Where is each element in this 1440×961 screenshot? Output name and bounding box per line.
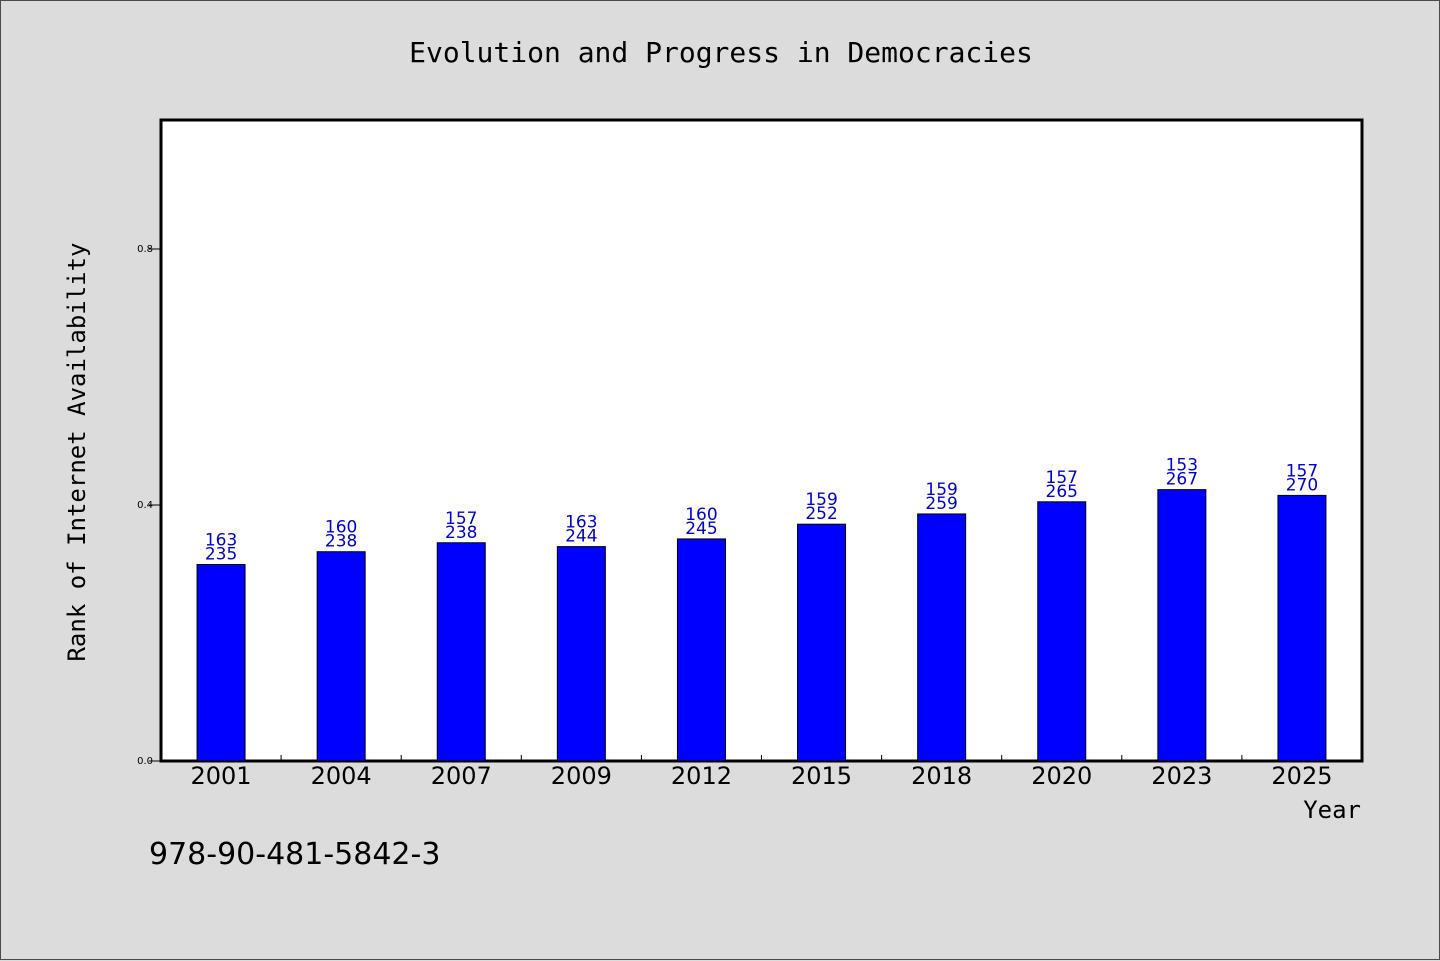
bar-label-top-2012: 160 bbox=[685, 505, 717, 525]
bar-label-top-2025: 157 bbox=[1286, 461, 1318, 481]
bar-label-top-2007: 157 bbox=[445, 509, 477, 529]
bar-labels: 1632351602381572381632441602451592521592… bbox=[205, 456, 1318, 565]
x-axis-ticks bbox=[280, 755, 1243, 761]
bar-2001 bbox=[196, 564, 246, 762]
x-tick-label-2009: 2009 bbox=[551, 762, 612, 790]
bars bbox=[196, 489, 1327, 762]
bar-2007 bbox=[436, 542, 486, 762]
x-tick-label-2018: 2018 bbox=[911, 762, 972, 790]
x-tick-label-2012: 2012 bbox=[671, 762, 732, 790]
x-tick-label-2025: 2025 bbox=[1271, 762, 1332, 790]
bar-label-bottom-2020: 265 bbox=[1046, 482, 1078, 502]
x-tick-label-2001: 2001 bbox=[191, 762, 252, 790]
bar-2009 bbox=[556, 546, 606, 762]
y-axis-title: Rank of Internet Availability bbox=[63, 242, 91, 661]
bar-label-bottom-2007: 238 bbox=[445, 523, 477, 543]
bar-label-top-2004: 160 bbox=[325, 518, 357, 538]
bar-label-top-2020: 157 bbox=[1046, 468, 1078, 488]
y-tick-label: 0.0 bbox=[137, 756, 153, 767]
y-axis-ticks: 0.0 0.4 0.8 bbox=[137, 244, 161, 767]
bar-label-top-2015: 159 bbox=[805, 490, 837, 510]
bar-2018 bbox=[917, 513, 967, 762]
bar-label-bottom-2018: 259 bbox=[925, 494, 957, 514]
bar-label-bottom-2001: 235 bbox=[205, 545, 237, 565]
x-tick-label-2020: 2020 bbox=[1031, 762, 1092, 790]
chart-title: Evolution and Progress in Democracies bbox=[409, 36, 1033, 69]
bar-label-bottom-2025: 270 bbox=[1286, 475, 1318, 495]
bar-label-bottom-2004: 238 bbox=[325, 532, 357, 552]
bar-2023 bbox=[1157, 489, 1207, 762]
bar-label-bottom-2015: 252 bbox=[805, 504, 837, 524]
x-axis-title: Year bbox=[1303, 796, 1361, 824]
bar-2015 bbox=[797, 523, 847, 762]
bar-label-top-2001: 163 bbox=[205, 531, 237, 551]
y-tick-label: 0.8 bbox=[137, 244, 153, 255]
bar-label-bottom-2009: 244 bbox=[565, 527, 597, 547]
x-tick-label-2007: 2007 bbox=[431, 762, 492, 790]
bar-2012 bbox=[676, 538, 726, 762]
x-tick-label-2015: 2015 bbox=[791, 762, 852, 790]
x-tick-labels: 2001 2004 2007 2009 2012 2015 2018 2020 2023 2025 bbox=[191, 762, 1333, 790]
bar-label-top-2023: 153 bbox=[1166, 456, 1198, 476]
bar-label-bottom-2023: 267 bbox=[1166, 470, 1198, 490]
bar-label-top-2009: 163 bbox=[565, 513, 597, 533]
y-tick-label: 0.4 bbox=[137, 500, 153, 511]
footer-isbn: 978-90-481-5842-3 bbox=[149, 837, 440, 872]
bar-label-bottom-2012: 245 bbox=[685, 519, 717, 539]
bar-2020 bbox=[1037, 501, 1087, 762]
bar-2004 bbox=[316, 551, 366, 762]
x-tick-label-2023: 2023 bbox=[1151, 762, 1212, 790]
bar-label-top-2018: 159 bbox=[925, 480, 957, 500]
x-tick-label-2004: 2004 bbox=[311, 762, 372, 790]
bar-2025 bbox=[1277, 494, 1327, 762]
